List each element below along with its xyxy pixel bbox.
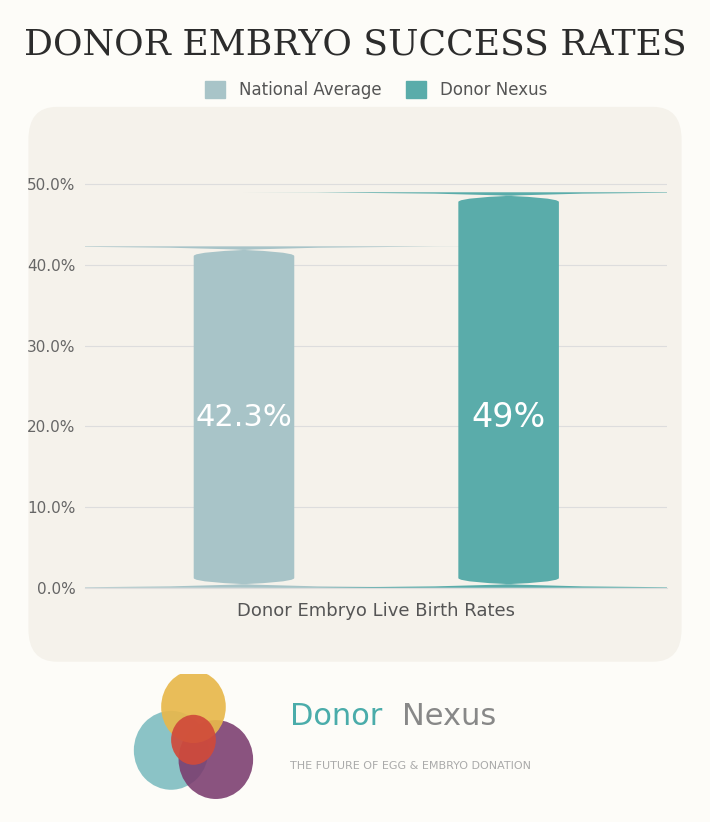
Ellipse shape <box>179 720 253 799</box>
FancyBboxPatch shape <box>0 247 511 588</box>
FancyBboxPatch shape <box>28 107 682 662</box>
Text: 49%: 49% <box>471 401 546 434</box>
Ellipse shape <box>161 671 226 743</box>
Text: DONOR EMBRYO SUCCESS RATES: DONOR EMBRYO SUCCESS RATES <box>23 27 687 62</box>
FancyBboxPatch shape <box>241 192 710 588</box>
Legend: National Average, Donor Nexus: National Average, Donor Nexus <box>205 81 547 99</box>
Text: THE FUTURE OF EGG & EMBRYO DONATION: THE FUTURE OF EGG & EMBRYO DONATION <box>290 761 531 771</box>
Text: 42.3%: 42.3% <box>196 403 293 432</box>
Ellipse shape <box>171 715 216 764</box>
Text: Nexus: Nexus <box>402 702 496 731</box>
Ellipse shape <box>134 711 209 790</box>
X-axis label: Donor Embryo Live Birth Rates: Donor Embryo Live Birth Rates <box>237 602 515 620</box>
Text: Donor: Donor <box>290 702 383 731</box>
